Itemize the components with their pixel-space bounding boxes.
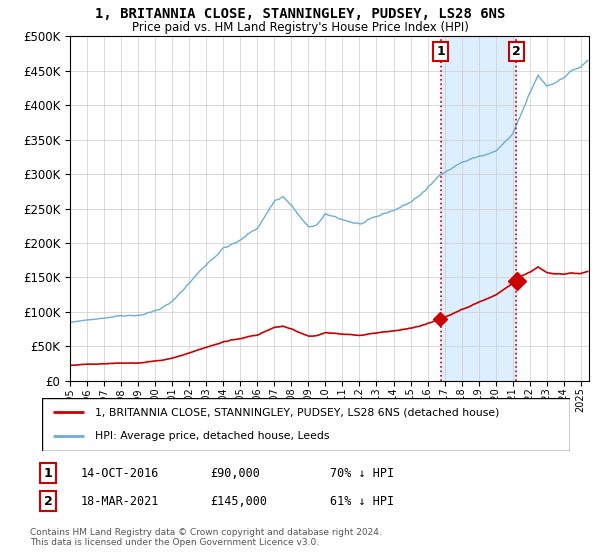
Text: 70% ↓ HPI: 70% ↓ HPI <box>330 466 394 480</box>
Text: 61% ↓ HPI: 61% ↓ HPI <box>330 494 394 508</box>
Text: £145,000: £145,000 <box>210 494 267 508</box>
Text: 2: 2 <box>512 45 521 58</box>
Text: 1: 1 <box>44 466 52 480</box>
Text: Contains HM Land Registry data © Crown copyright and database right 2024.
This d: Contains HM Land Registry data © Crown c… <box>30 528 382 547</box>
Text: 14-OCT-2016: 14-OCT-2016 <box>81 466 160 480</box>
Text: £90,000: £90,000 <box>210 466 260 480</box>
Text: 1: 1 <box>437 45 445 58</box>
Text: HPI: Average price, detached house, Leeds: HPI: Average price, detached house, Leed… <box>95 431 329 441</box>
Bar <box>441 36 516 381</box>
Text: 18-MAR-2021: 18-MAR-2021 <box>81 494 160 508</box>
Text: 1, BRITANNIA CLOSE, STANNINGLEY, PUDSEY, LS28 6NS: 1, BRITANNIA CLOSE, STANNINGLEY, PUDSEY,… <box>95 7 505 21</box>
Text: 2: 2 <box>44 494 52 508</box>
Text: 1, BRITANNIA CLOSE, STANNINGLEY, PUDSEY, LS28 6NS (detached house): 1, BRITANNIA CLOSE, STANNINGLEY, PUDSEY,… <box>95 408 499 418</box>
FancyBboxPatch shape <box>42 398 570 451</box>
Text: Price paid vs. HM Land Registry's House Price Index (HPI): Price paid vs. HM Land Registry's House … <box>131 21 469 34</box>
